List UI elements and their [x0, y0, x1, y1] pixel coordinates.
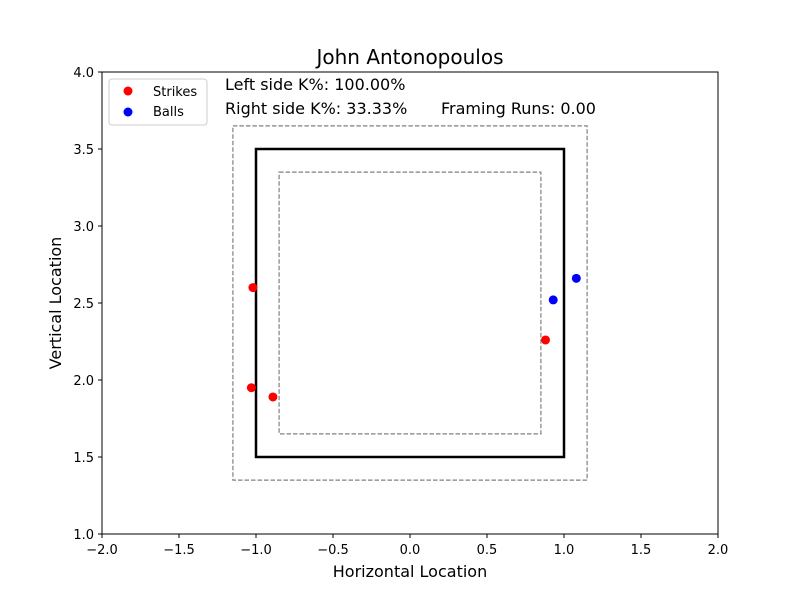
x-axis-label: Horizontal Location	[333, 562, 487, 581]
y-tick-label: 2.0	[73, 374, 94, 389]
point-balls	[548, 295, 558, 305]
strike-zone	[254, 147, 566, 459]
x-tick-label: 1.0	[554, 543, 575, 558]
annotation-left-k: Left side K%: 100.00%	[225, 75, 405, 94]
x-tick-label: −0.5	[317, 543, 349, 558]
y-tick-label: 1.0	[73, 528, 94, 543]
legend-marker-balls	[123, 107, 133, 117]
x-tick-label: 1.5	[631, 543, 652, 558]
x-tick-label: −1.5	[163, 543, 195, 558]
x-tick-label: 0.5	[477, 543, 498, 558]
y-axis-label: Vertical Location	[46, 237, 65, 370]
legend-label-balls: Balls	[153, 105, 184, 120]
annotation-right-k: Right side K%: 33.33%	[225, 99, 407, 118]
y-tick-label: 4.0	[73, 66, 94, 81]
point-strikes	[541, 335, 551, 345]
legend-label-strikes: Strikes	[153, 85, 197, 100]
legend-marker-strikes	[123, 86, 133, 96]
y-axis-ticks: 1.0 1.5 2.0 2.5 3.0 3.5 4.0	[73, 66, 102, 543]
x-tick-label: 2.0	[708, 543, 729, 558]
annotation-framing-runs: Framing Runs: 0.00	[441, 99, 596, 118]
plot-frame	[101, 71, 719, 535]
data-points	[246, 273, 581, 402]
chart-title: John Antonopoulos	[314, 45, 503, 69]
point-strikes	[268, 392, 278, 402]
inner-shadow	[278, 171, 542, 435]
y-tick-label: 1.5	[73, 451, 94, 466]
x-tick-label: −2.0	[86, 543, 118, 558]
outer-shadow	[232, 125, 588, 481]
legend-box	[108, 78, 208, 126]
legend: Strikes Balls	[108, 78, 208, 126]
point-strikes	[246, 383, 256, 393]
point-balls	[571, 273, 581, 283]
x-tick-label: −1.0	[240, 543, 272, 558]
y-tick-label: 3.0	[73, 220, 94, 235]
x-axis-ticks: −2.0 −1.5 −1.0 −0.5 0.0 0.5 1.0 1.5 2.0	[86, 534, 728, 558]
x-tick-label: 0.0	[400, 543, 421, 558]
point-strikes	[248, 283, 258, 293]
y-tick-label: 2.5	[73, 297, 94, 312]
zone-layer	[232, 125, 588, 481]
y-tick-label: 3.5	[73, 143, 94, 158]
